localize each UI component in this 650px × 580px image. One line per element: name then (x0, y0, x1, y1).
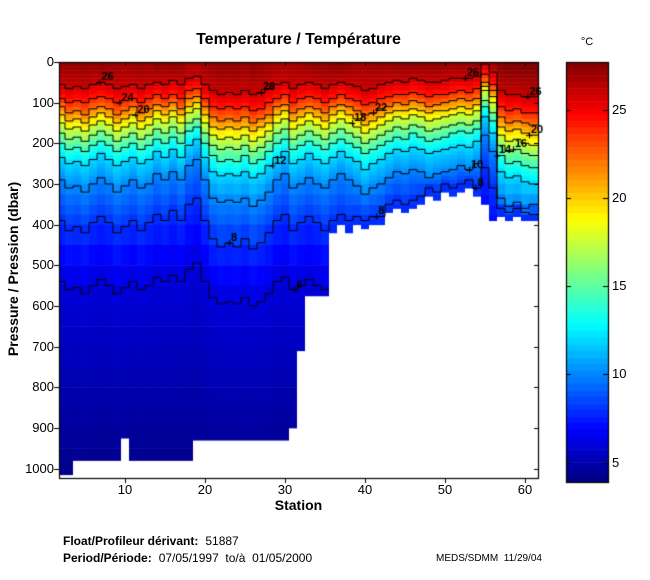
y-tick-label: 0 (46, 54, 54, 69)
y-tick-label: 700 (32, 338, 54, 354)
colorbar-tick-label: 10 (612, 366, 627, 382)
colorbar-tick-label: 20 (612, 189, 627, 205)
footer-period-line: Period/Période: 07/05/1997 to/à 01/05/200… (63, 551, 312, 565)
y-tick-label: 800 (32, 379, 54, 395)
y-tick-label: 300 (32, 175, 54, 191)
colorbar-tick-label: 15 (612, 278, 627, 294)
x-tick-label: 50 (437, 482, 453, 497)
plot-title: Temperature / Température (196, 31, 401, 48)
y-tick-label: 900 (32, 419, 54, 435)
float-value: 51887 (205, 534, 239, 548)
x-tick-label: 20 (197, 482, 213, 497)
y-tick-label: 500 (32, 257, 54, 273)
x-tick-label: 30 (277, 482, 293, 497)
y-tick-label: 1000 (25, 460, 54, 476)
colorbar-tick-label: 25 (612, 101, 627, 117)
x-tick-label: 10 (117, 482, 133, 497)
period-label: Period/Période: (63, 551, 152, 565)
y-tick-label: 100 (32, 94, 54, 110)
x-tick-label: 40 (357, 482, 373, 497)
period-value: 07/05/1997 to/à 01/05/2000 (158, 551, 313, 565)
y-tick-label: 400 (32, 216, 54, 232)
y-tick-label: 600 (32, 297, 54, 313)
y-tick-label: 200 (32, 135, 54, 151)
credit-text: MEDS/SDMM 11/29/04 (436, 553, 542, 564)
footer-float-line: Float/Profileur dérivant: 51887 (63, 534, 239, 548)
colorbar-tick-label: 5 (612, 454, 620, 470)
x-axis-label: Station (274, 497, 323, 513)
colorbar-unit-label: °C (580, 36, 594, 48)
float-label: Float/Profileur dérivant: (63, 534, 199, 548)
x-tick-label: 60 (517, 482, 533, 497)
